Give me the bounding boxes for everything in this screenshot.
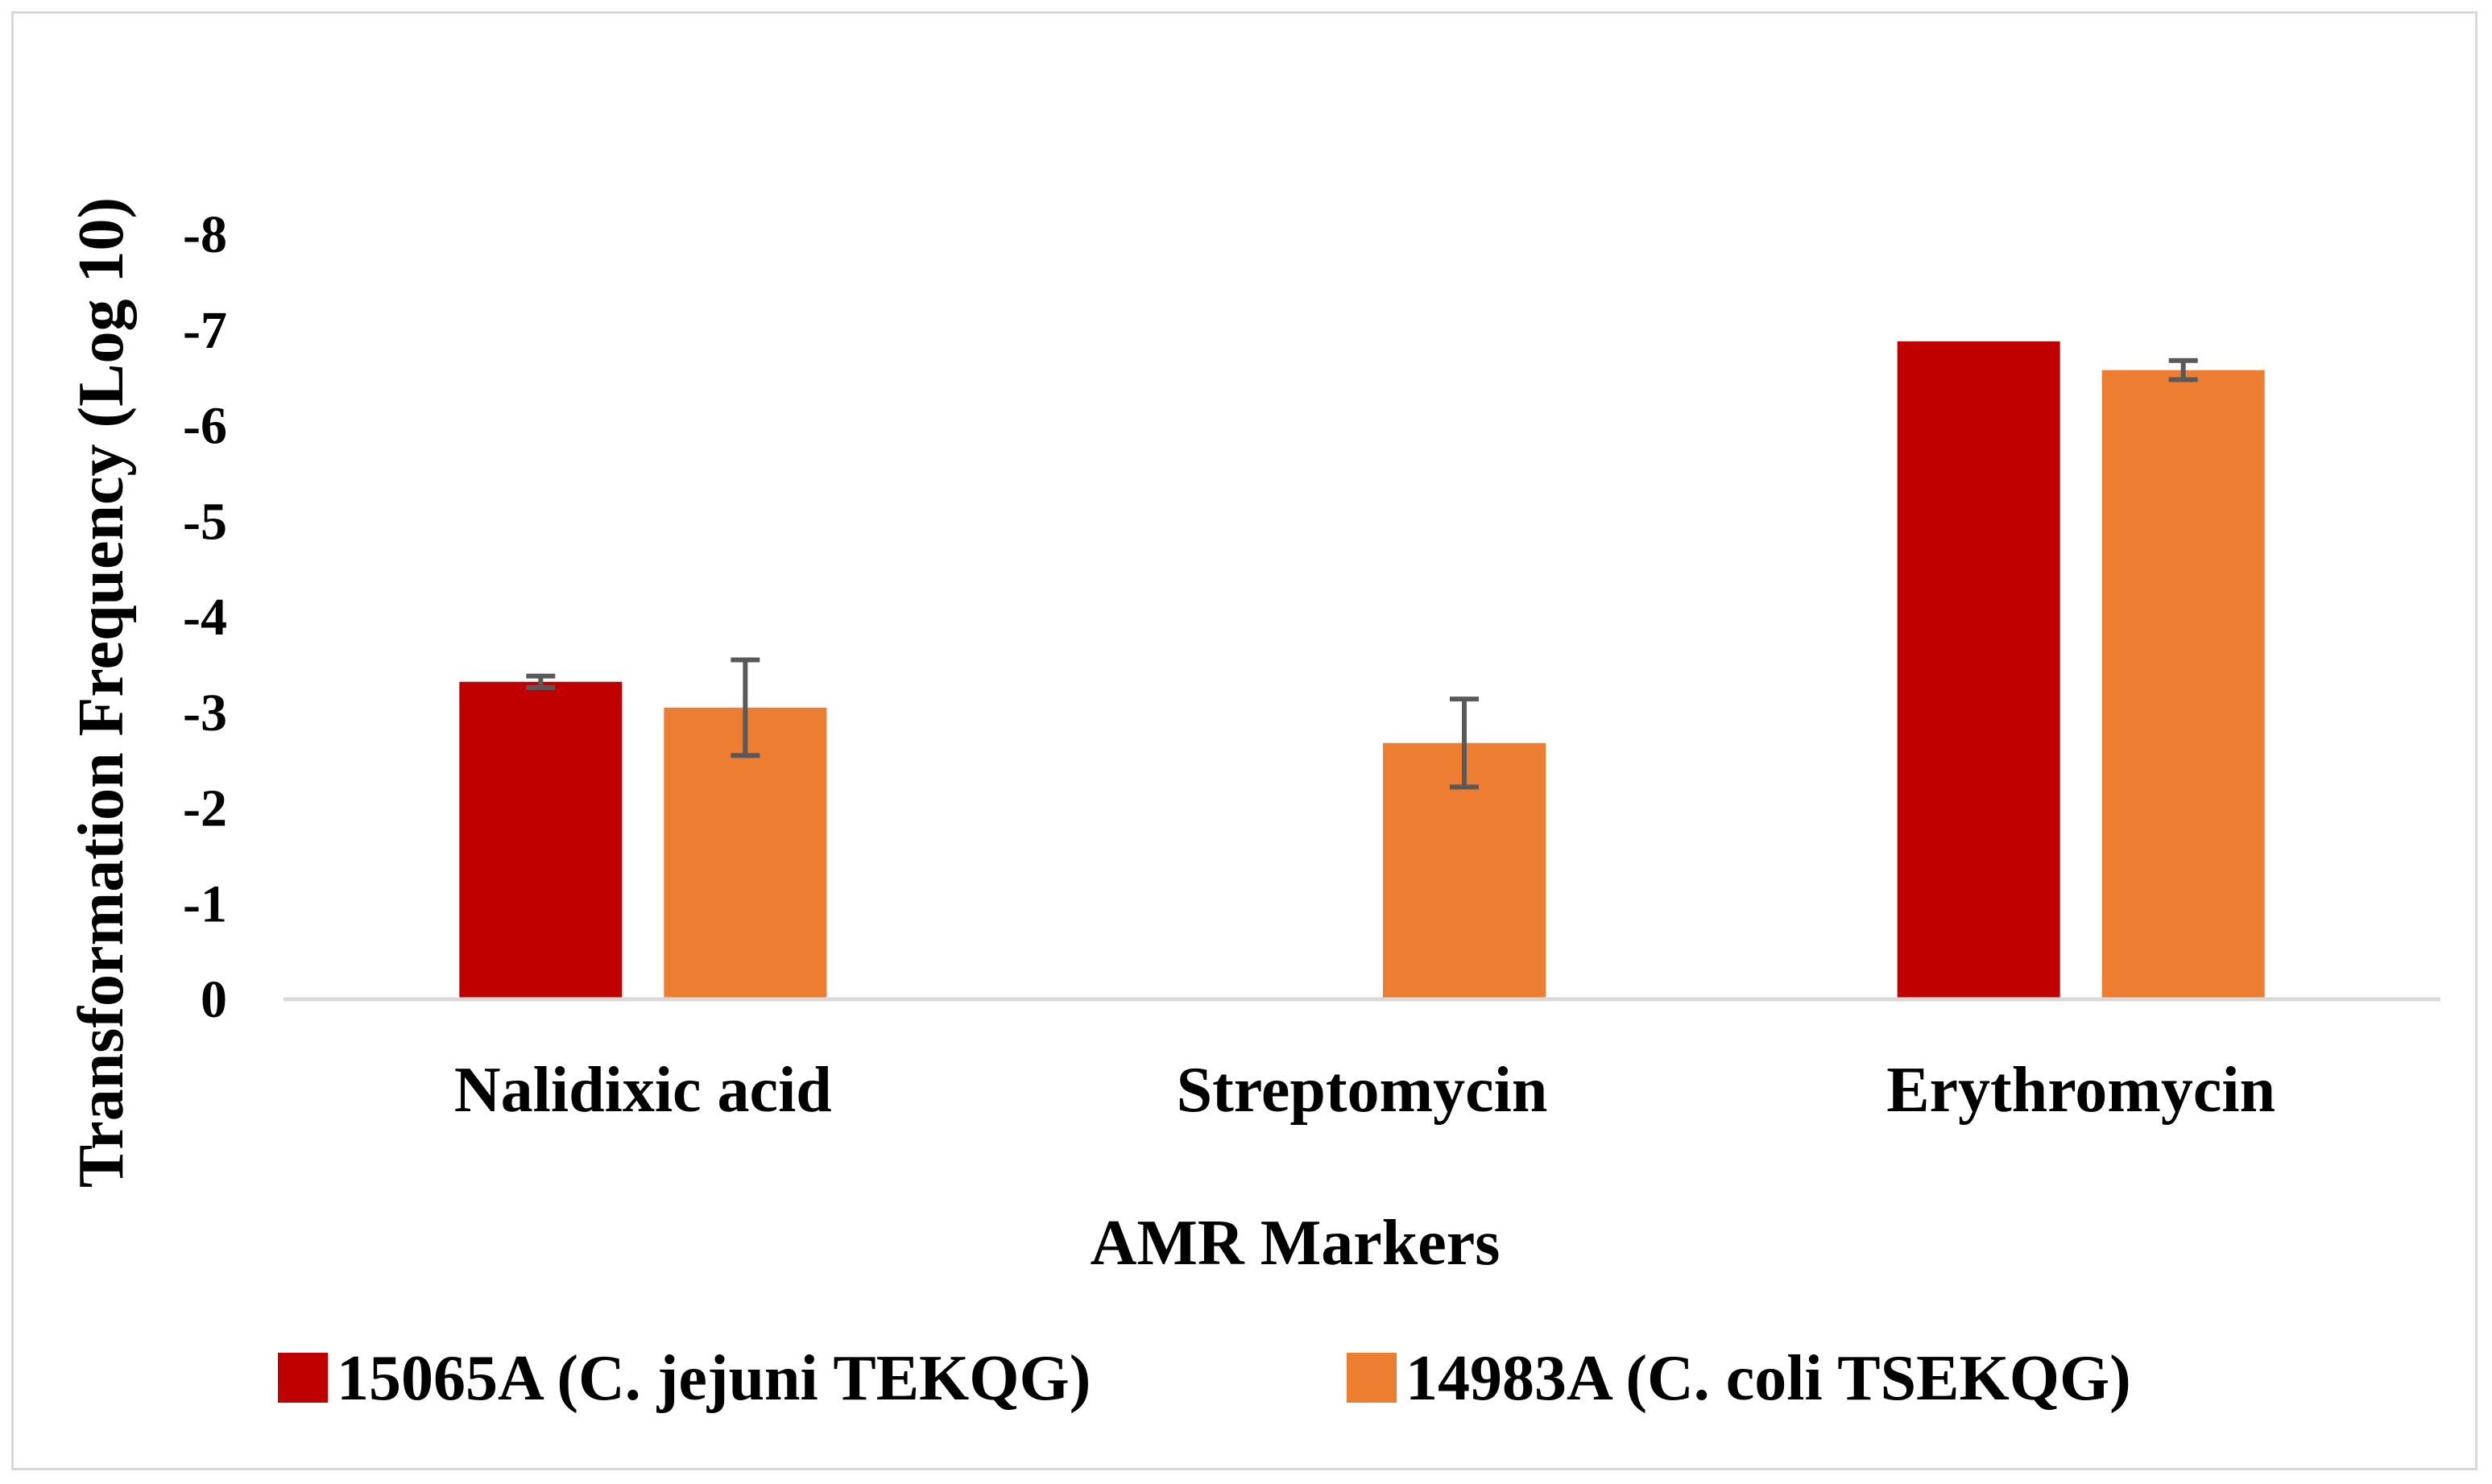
y-tick-label: -4	[183, 588, 227, 647]
legend-label-series-2: 14983A (C. coli TSEKQG)	[1405, 1343, 2131, 1414]
y-axis-title: Transformation Frequency (Log 10)	[66, 197, 137, 1188]
x-tick-label: Nalidixic acid	[454, 1055, 832, 1126]
y-axis-ticks: 0 -1 -2 -3 -4 -5 -6 -7 -8	[183, 205, 227, 1029]
bar-erythromycin-series-2	[2101, 370, 2265, 999]
chart-frame	[11, 11, 2478, 1470]
x-axis-title: AMR Markers	[1091, 1208, 1501, 1279]
x-axis-category-labels: Nalidixic acid Streptomycin Erythromycin	[454, 1055, 2275, 1126]
y-tick-label: -2	[183, 779, 227, 838]
legend: 15065A (C. jejuni TEKQG) 14983A (C. coli…	[278, 1343, 2131, 1414]
bar-series	[459, 341, 2265, 999]
error-bar-streptomycin-series-2	[1450, 697, 1479, 790]
x-tick-label: Streptomycin	[1177, 1055, 1548, 1126]
y-tick-label: -6	[183, 397, 227, 456]
bar-nalidixic-acid-series-1	[459, 681, 623, 999]
error-bars	[526, 358, 2198, 790]
error-bar-nalidixic-acid-series-1	[526, 673, 556, 690]
legend-swatch-series-2	[1347, 1353, 1397, 1403]
legend-label-series-1: 15065A (C. jejuni TEKQG)	[337, 1343, 1091, 1414]
bar-erythromycin-series-1	[1897, 341, 2060, 999]
y-tick-label: -7	[183, 301, 227, 360]
x-tick-label: Erythromycin	[1886, 1055, 2275, 1126]
legend-swatch-series-1	[278, 1353, 328, 1403]
y-tick-label: -8	[183, 205, 227, 264]
y-tick-label: 0	[201, 970, 227, 1029]
y-tick-label: -5	[183, 492, 227, 551]
y-tick-label: -1	[183, 874, 227, 933]
error-bar-nalidixic-acid-series-2	[731, 657, 760, 759]
error-bar-erythromycin-series-2	[2168, 358, 2198, 382]
y-tick-label: -3	[183, 684, 227, 742]
